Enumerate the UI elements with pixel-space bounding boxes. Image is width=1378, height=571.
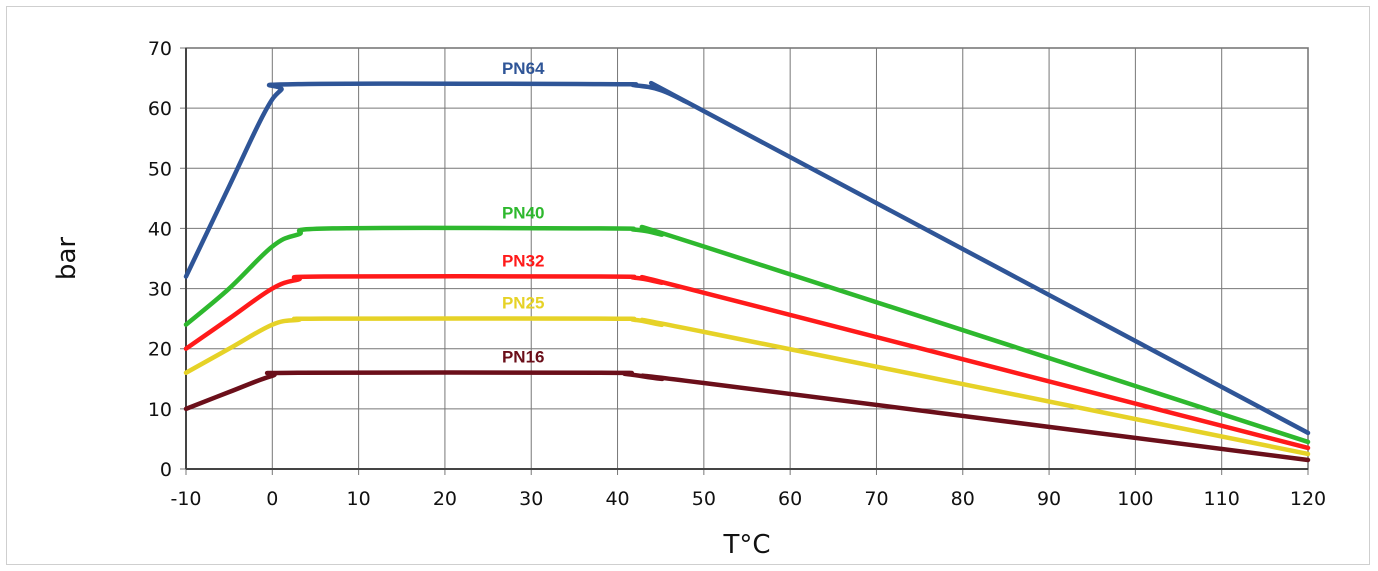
x-tick-label: 20: [433, 488, 457, 510]
y-tick-label: 10: [148, 399, 172, 421]
series-line-pn25: [183, 316, 1311, 457]
series-line-pn32: [183, 273, 1311, 451]
x-tick-label: 110: [1204, 488, 1240, 510]
y-tick-label: 70: [148, 38, 172, 60]
x-tick-label: 10: [347, 488, 371, 510]
x-tick-label: 40: [605, 488, 629, 510]
x-tick-label: 80: [951, 488, 975, 510]
series-lines: [183, 80, 1311, 463]
series-label-pn16: PN16: [502, 348, 545, 367]
y-tick-label: 40: [148, 218, 172, 240]
x-tick-label: 50: [692, 488, 716, 510]
x-tick-label: 120: [1290, 488, 1326, 510]
x-tick-label: 100: [1117, 488, 1153, 510]
series-line-pn40: [183, 224, 1311, 445]
series-label-pn32: PN32: [502, 252, 545, 271]
series-line-pn64: [183, 80, 1311, 436]
y-tick-label: 30: [148, 279, 172, 301]
tick-labels: -10 0 10 20 30 40 50 60 70 80 90 100 110 120 0 10 20 30 40…: [148, 38, 1326, 510]
y-axis-title: bar: [52, 237, 82, 280]
x-tick-label: 90: [1037, 488, 1061, 510]
x-axis-title: T°C: [722, 530, 770, 560]
x-tick-label: 0: [266, 488, 278, 510]
x-tick-label: 60: [778, 488, 802, 510]
series-labels: PN64 PN40 PN32 PN25 PN16: [502, 59, 545, 367]
x-tick-label: 30: [519, 488, 543, 510]
x-tick-label: 70: [864, 488, 888, 510]
series-line-pn16: [183, 370, 1311, 463]
y-tick-label: 0: [160, 459, 172, 481]
series-label-pn25: PN25: [502, 294, 545, 313]
y-tick-label: 50: [148, 158, 172, 180]
y-tick-label: 60: [148, 98, 172, 120]
series-label-pn64: PN64: [502, 59, 545, 78]
x-tick-label: -10: [170, 488, 201, 510]
series-label-pn40: PN40: [502, 203, 545, 222]
y-tick-label: 20: [148, 339, 172, 361]
